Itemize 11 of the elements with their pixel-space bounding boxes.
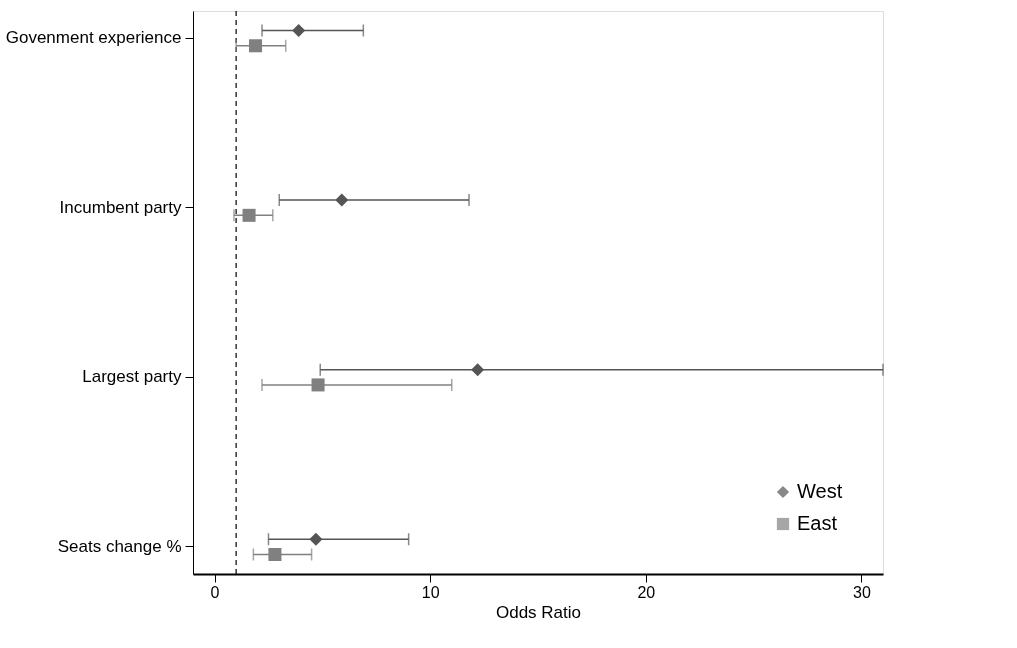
y-tick-label: Govenment experience xyxy=(5,28,182,48)
legend-label: East xyxy=(797,512,838,534)
y-tick-label: Seats change % xyxy=(57,536,182,556)
x-tick-label: 0 xyxy=(210,583,220,601)
x-tick-label: 10 xyxy=(421,583,440,601)
y-tick-label: Incumbent party xyxy=(59,197,182,217)
y-tick-label: Largest party xyxy=(82,367,182,387)
x-tick-label: 30 xyxy=(853,583,871,601)
x-tick-label: 20 xyxy=(637,583,656,601)
legend-label: West xyxy=(797,480,843,502)
x-axis-title: Odds Ratio xyxy=(495,602,582,622)
